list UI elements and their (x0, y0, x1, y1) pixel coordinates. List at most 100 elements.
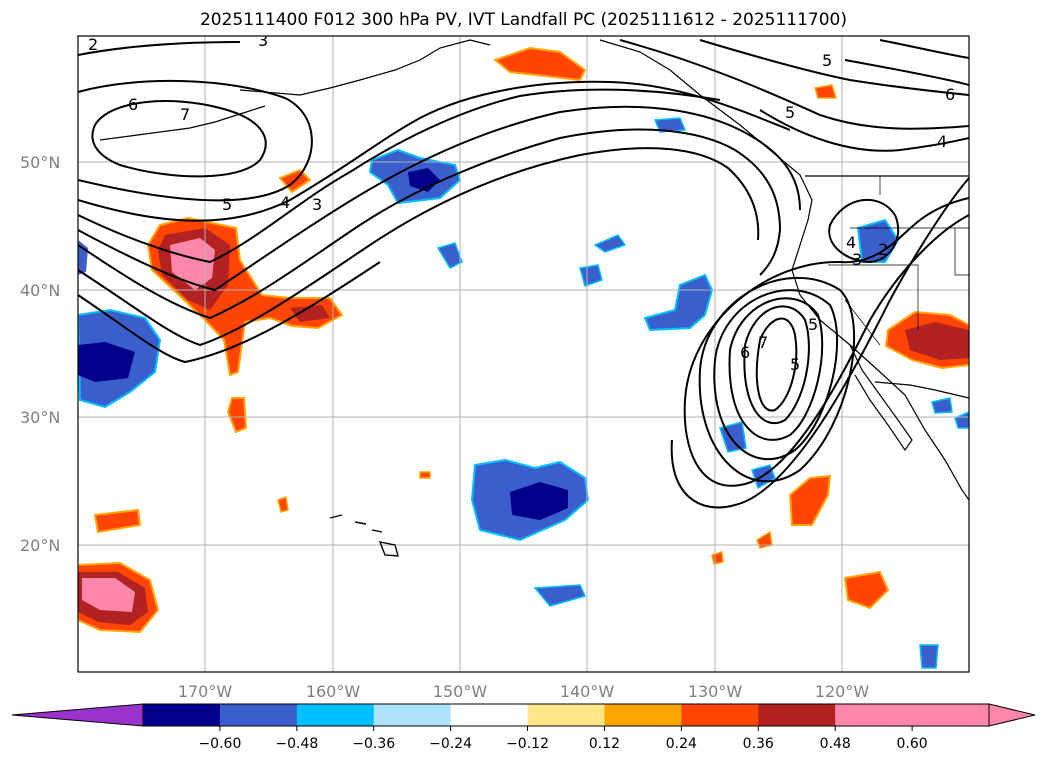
colorbar-segment (758, 704, 836, 726)
shade-red-east (905, 322, 969, 360)
colorbar-tick-label: 0.12 (589, 736, 620, 752)
lon-label: 160°W (306, 682, 361, 701)
colorbar-segment (219, 704, 298, 726)
map-title: 2025111400 F012 300 hPa PV, IVT Landfall… (199, 10, 847, 30)
shade-blue-small-1 (436, 242, 463, 269)
contour-label: 5 (222, 195, 232, 214)
gridlines (78, 36, 969, 672)
border-us-mexico (874, 381, 969, 399)
contour-label: 5 (808, 315, 818, 334)
colorbar-segment (450, 704, 529, 726)
baja-peninsula (849, 344, 913, 452)
lon-label: 170°W (178, 682, 233, 701)
shade-blue-small-3 (579, 264, 603, 287)
shade-orange-s-3 (711, 551, 724, 565)
contour-5-west (78, 80, 791, 222)
contour-label: 3 (852, 250, 862, 269)
lat-label: 30°N (20, 408, 60, 427)
lon-label: 120°W (815, 682, 870, 701)
lon-label: 140°W (560, 682, 615, 701)
shade-pink-plume (170, 238, 215, 290)
coast-alaska (239, 39, 813, 221)
colorbar-segment (681, 704, 759, 726)
colorbar-tick-label: 0.36 (743, 736, 774, 752)
shade-navy-west (78, 342, 135, 382)
shade-blue-edge (78, 240, 88, 275)
contour-6-west (78, 79, 313, 202)
colorbar-tick-label: 0.24 (666, 736, 697, 752)
contour-1-west (78, 147, 760, 347)
pv-contours (78, 39, 969, 509)
contour-5-east (699, 39, 969, 96)
contour-label: 4 (280, 193, 290, 212)
colorbar-tick-label: −0.48 (275, 736, 318, 752)
contour-label: 7 (180, 105, 190, 124)
colorbar-tick-label: 0.60 (897, 736, 928, 752)
contour-low-1 (670, 177, 969, 509)
contour-north-east (619, 39, 969, 130)
colorbar-tick-label: 0.48 (820, 736, 851, 752)
contour-label: 5 (822, 51, 832, 70)
contour-label: 3 (312, 195, 322, 214)
contour-inland (828, 198, 900, 264)
contour-low-7 (755, 317, 798, 412)
colorbar-segment (143, 704, 221, 726)
shade-red-small (290, 305, 330, 322)
colorbar-tick-label: −0.36 (352, 736, 395, 752)
contour-low-2 (683, 197, 969, 487)
contour-label: 3 (258, 31, 268, 50)
contour-2-west (78, 128, 782, 320)
contour-low-5 (728, 297, 824, 441)
shade-orange-dot-4 (277, 495, 289, 513)
shade-orange-ne (814, 84, 838, 99)
longitude-axis: 170°W 160°W 150°W 140°W 130°W 120°W (178, 682, 870, 701)
latitude-axis: 50°N 40°N 30°N 20°N (20, 153, 60, 555)
contour-label: 2 (88, 35, 98, 54)
shade-orange-se (788, 474, 832, 526)
contour-label: 5 (785, 103, 795, 122)
contour-4-west (78, 88, 721, 264)
shade-blue-se (954, 411, 969, 429)
colorbar-segment (296, 704, 375, 726)
shade-blue-small-4 (653, 117, 687, 133)
contour-3-west (78, 105, 801, 292)
shade-blue-bottom (533, 584, 587, 607)
contour-label: 6 (740, 343, 750, 362)
contour-low-4 (713, 289, 838, 461)
coast-north-america (791, 219, 969, 501)
lon-label: 130°W (688, 682, 743, 701)
hawaii-islands (329, 514, 399, 557)
colorbar-extend-right (988, 703, 1036, 727)
shade-orange-dot-3 (93, 508, 142, 534)
shade-orange-dot-2 (226, 397, 248, 434)
contour-label: 5 (790, 355, 800, 374)
colorbar-extend-left (11, 703, 144, 727)
lon-label: 150°W (433, 682, 488, 701)
colorbar: −0.60 −0.48 −0.36 −0.24 −0.12 0.12 0.24 0.36 0.4… (11, 703, 1036, 752)
shade-navy-south (510, 482, 568, 520)
colorbar-segment (835, 704, 913, 726)
lat-label: 20°N (20, 536, 60, 555)
colorbar-tick-label: −0.12 (506, 736, 549, 752)
coastlines (99, 39, 969, 557)
shade-orange-s-4 (419, 471, 431, 479)
colorbar-segment (527, 704, 605, 726)
contour-label: 6 (128, 95, 138, 114)
shade-blue-mexico (931, 397, 953, 414)
contour-low-6 (743, 305, 810, 425)
shade-orange-top (492, 46, 587, 82)
contour-upper-right (844, 39, 969, 86)
contour-0-west (78, 261, 381, 364)
colorbar-segment (373, 704, 452, 726)
contour-2-topleft (78, 41, 241, 56)
plot-frame (77, 35, 970, 673)
shade-blue-bottom-right (919, 644, 939, 669)
contour-label: 4 (937, 132, 947, 151)
state-borders (828, 176, 969, 346)
colorbar-segment (604, 704, 682, 726)
shade-blue-small-2 (593, 234, 627, 253)
contour-label: 7 (758, 333, 768, 352)
lat-label: 50°N (20, 153, 60, 172)
colorbar-frame (142, 703, 990, 727)
